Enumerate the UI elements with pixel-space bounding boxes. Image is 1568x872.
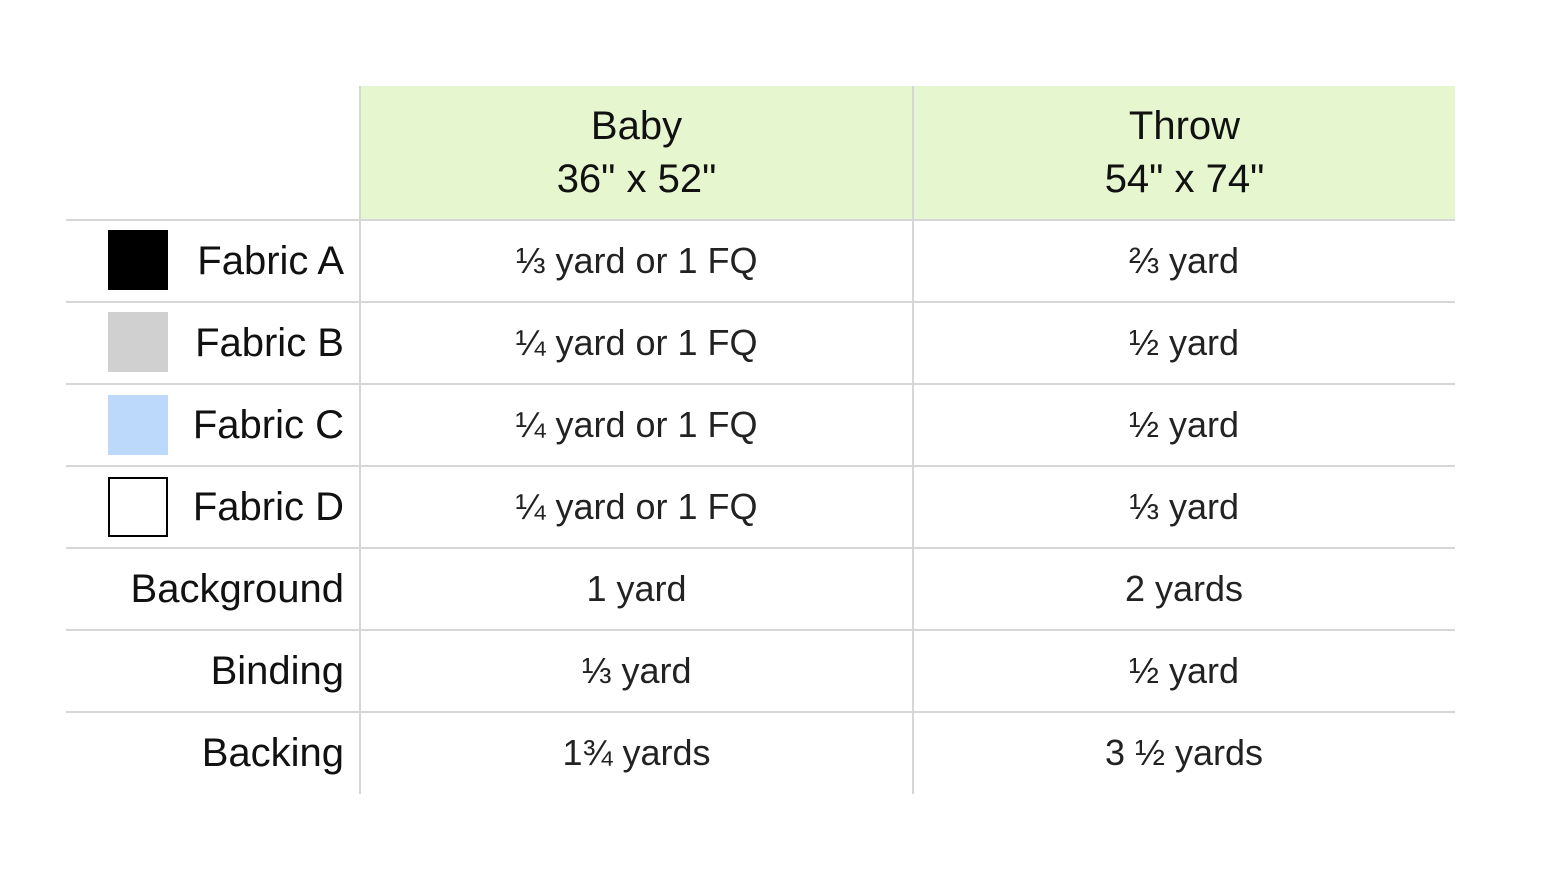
row-label: Backing — [201, 730, 344, 775]
cell: ¼ yard or 1 FQ — [515, 322, 758, 363]
cell: ⅓ yard — [581, 650, 692, 691]
cell: 3 ½ yards — [1104, 732, 1264, 773]
row-line — [66, 465, 1455, 467]
row-label: Binding — [210, 648, 344, 693]
cell: 2 yards — [1124, 568, 1244, 609]
swatch — [108, 312, 168, 372]
header-size: 36" x 52" — [556, 157, 717, 201]
row-line — [66, 219, 1455, 221]
row-label: Background — [130, 566, 344, 611]
header-size: 54" x 74" — [1104, 157, 1265, 201]
cell: ½ yard — [1128, 650, 1240, 691]
header-cell: Baby 36" x 52" — [361, 86, 912, 220]
header-title: Baby — [590, 104, 683, 148]
row-label: Fabric A — [197, 238, 344, 283]
cell: ⅔ yard — [1128, 240, 1240, 281]
row-label: Fabric B — [195, 320, 344, 365]
swatch — [108, 395, 168, 455]
cell: ⅓ yard — [1128, 486, 1240, 527]
row-line — [66, 711, 1455, 713]
cell: ½ yard — [1128, 404, 1240, 445]
column-line — [912, 86, 914, 794]
cell: ¼ yard or 1 FQ — [515, 404, 758, 445]
header-cell: Throw 54" x 74" — [914, 86, 1455, 220]
column-line — [359, 86, 361, 794]
row-line — [66, 547, 1455, 549]
row-line — [66, 629, 1455, 631]
cell: ¼ yard or 1 FQ — [515, 486, 758, 527]
swatch — [108, 230, 168, 290]
cell: ½ yard — [1128, 322, 1240, 363]
cell: ⅓ yard or 1 FQ — [515, 240, 758, 281]
row-label: Fabric C — [192, 402, 344, 447]
swatch — [108, 477, 168, 537]
cell: 1 yard — [586, 568, 687, 609]
cell: 1¾ yards — [562, 732, 711, 773]
row-line — [66, 301, 1455, 303]
row-line — [66, 383, 1455, 385]
row-label: Fabric D — [192, 484, 344, 529]
header-title: Throw — [1128, 104, 1241, 148]
